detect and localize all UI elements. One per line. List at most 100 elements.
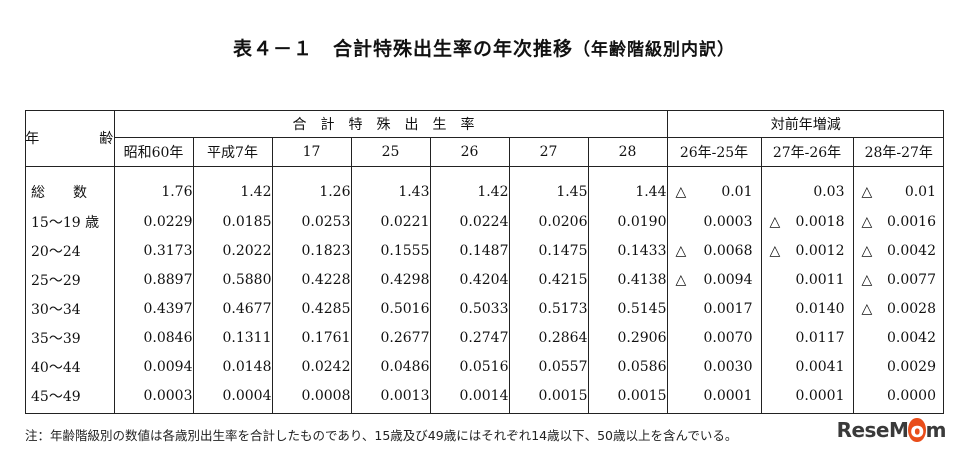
- value-cell: 0.4677: [193, 294, 273, 323]
- value-cell: 0.1475: [509, 236, 589, 265]
- change-cell: 0.0041: [761, 352, 854, 381]
- change-value: 0.03: [813, 184, 845, 200]
- change-cell: 0.0042: [853, 323, 944, 352]
- change-cell: 0.0017: [667, 294, 762, 323]
- value-cell: 0.1311: [193, 323, 273, 352]
- table-row: 30～34 0.4397 0.4677 0.4285 0.5016 0.5033 0.517…: [25, 294, 944, 323]
- value-cell: 0.2747: [430, 323, 510, 352]
- value-cell: 0.0008: [272, 381, 352, 414]
- value-cell: 0.0253: [272, 207, 352, 236]
- age-cell: 総 数: [25, 166, 115, 207]
- age-cell: 40～44: [25, 352, 115, 381]
- value-cell: 0.1487: [430, 236, 510, 265]
- value-cell: 0.0846: [114, 323, 194, 352]
- value-cell: 0.2677: [351, 323, 431, 352]
- value-cell: 0.0014: [430, 381, 510, 414]
- value-cell: 0.2864: [509, 323, 589, 352]
- value-cell: 0.5173: [509, 294, 589, 323]
- table-row: 総 数 1.76 1.42 1.26 1.43 1.42 1.45 1.44 △ 0.01 0.03…: [25, 166, 944, 208]
- change-value: 0.0018: [795, 213, 845, 230]
- value-cell: 0.0557: [509, 352, 589, 381]
- value-cell: 0.1433: [588, 236, 668, 265]
- age-cell: 25～29: [25, 265, 115, 294]
- change-value: 0.0140: [795, 300, 845, 317]
- change-cell: 0.0030: [667, 352, 762, 381]
- resemom-logo: ReseM o m: [836, 418, 947, 442]
- decrease-mark: △: [861, 213, 873, 230]
- change-value: 0.0042: [887, 329, 936, 346]
- column-header: 28: [588, 137, 668, 167]
- value-cell: 0.0190: [588, 207, 668, 236]
- footnote: 注：年齢階級別の数値は各歳別出生率を合計したものであり、15歳及び49歳にはそれ…: [25, 428, 738, 443]
- table-row: 25～29 0.8897 0.5880 0.4228 0.4298 0.4204 0.421…: [25, 265, 944, 294]
- column-header: 28年-27年: [853, 137, 944, 167]
- value-cell: 0.0015: [509, 381, 589, 414]
- value-cell: 0.1555: [351, 236, 431, 265]
- value-cell: 0.0185: [193, 207, 273, 236]
- table-row: 35～39 0.0846 0.1311 0.1761 0.2677 0.2747 0.286…: [25, 323, 944, 352]
- change-cell: 0.0011: [761, 265, 854, 294]
- column-header-row: 昭和60年 平成7年 17 25 26 27 28 26年-25年 27年-26年 28年-27年: [25, 137, 944, 167]
- decrease-mark: △: [861, 184, 873, 200]
- table-row: 15～19 歳 0.0229 0.0185 0.0253 0.0221 0.0224 0.0…: [25, 207, 944, 236]
- column-header: 27年-26年: [761, 137, 854, 167]
- value-cell: 1.76: [114, 166, 194, 207]
- decrease-mark: △: [861, 242, 873, 259]
- change-cell: △ 0.01: [853, 167, 944, 208]
- change-value: 0.0017: [703, 300, 753, 317]
- table-row: 20～24 0.3173 0.2022 0.1823 0.1555 0.1487 0.147…: [25, 236, 944, 265]
- change-cell: △ 0.0028: [853, 294, 944, 323]
- value-cell: 1.26: [272, 166, 352, 207]
- change-value: 0.0001: [795, 387, 845, 404]
- title-main: 表４－１ 合計特殊出生率の年次推移: [232, 38, 573, 60]
- value-cell: 0.0004: [193, 381, 273, 414]
- change-value: 0.0001: [703, 387, 753, 404]
- value-cell: 0.8897: [114, 265, 194, 294]
- value-cell: 0.0206: [509, 207, 589, 236]
- tfr-table: 年 齢 合計特殊出生率 対前年増減 昭和60年 平成7年 17 25 26 27 28 26年…: [25, 110, 944, 414]
- change-value: 0.0068: [703, 242, 753, 259]
- change-cell: 0.0003: [667, 207, 762, 236]
- table-row: 45～49 0.0003 0.0004 0.0008 0.0013 0.0014 0.001…: [25, 381, 944, 414]
- value-cell: 0.4228: [272, 265, 352, 294]
- value-cell: 0.5016: [351, 294, 431, 323]
- change-cell: 0.0029: [853, 352, 944, 381]
- value-cell: 0.0586: [588, 352, 668, 381]
- change-cell: △ 0.0042: [853, 236, 944, 265]
- column-header: 平成7年: [193, 137, 273, 167]
- value-cell: 0.3173: [114, 236, 194, 265]
- change-cell: 0.03: [761, 166, 854, 207]
- change-cell: △ 0.0068: [667, 236, 762, 265]
- column-header: 26年-25年: [667, 137, 762, 167]
- value-cell: 0.0516: [430, 352, 510, 381]
- value-cell: 0.0094: [114, 352, 194, 381]
- change-cell: 0.0140: [761, 294, 854, 323]
- value-cell: 0.4285: [272, 294, 352, 323]
- change-value: 0.0003: [703, 213, 753, 230]
- change-cell: 0.0070: [667, 323, 762, 352]
- age-cell: 20～24: [25, 236, 115, 265]
- column-header: 27: [509, 137, 589, 167]
- change-cell: 0.0117: [761, 323, 854, 352]
- value-cell: 1.42: [430, 166, 510, 207]
- change-value: 0.0030: [703, 358, 753, 375]
- change-cell: △ 0.0077: [853, 265, 944, 294]
- change-value: 0.0012: [795, 242, 845, 259]
- change-cell: 0.0000: [853, 381, 944, 414]
- value-cell: 0.0148: [193, 352, 273, 381]
- value-cell: 0.5033: [430, 294, 510, 323]
- value-cell: 0.0229: [114, 207, 194, 236]
- change-cell: △ 0.0018: [761, 207, 854, 236]
- decrease-mark: △: [861, 300, 873, 317]
- age-cell: 35～39: [25, 323, 115, 352]
- value-cell: 0.0224: [430, 207, 510, 236]
- change-value: 0.0041: [795, 358, 845, 375]
- table-row: 40～44 0.0094 0.0148 0.0242 0.0486 0.0516 0.055…: [25, 352, 944, 381]
- decrease-mark: △: [675, 242, 687, 259]
- change-value: 0.0070: [703, 329, 753, 346]
- age-cell: 15～19 歳: [25, 207, 115, 236]
- value-cell: 1.44: [588, 166, 668, 207]
- tfr-group-header: 合計特殊出生率: [114, 110, 668, 138]
- decrease-mark: △: [675, 271, 687, 288]
- change-cell: 0.0001: [667, 381, 762, 414]
